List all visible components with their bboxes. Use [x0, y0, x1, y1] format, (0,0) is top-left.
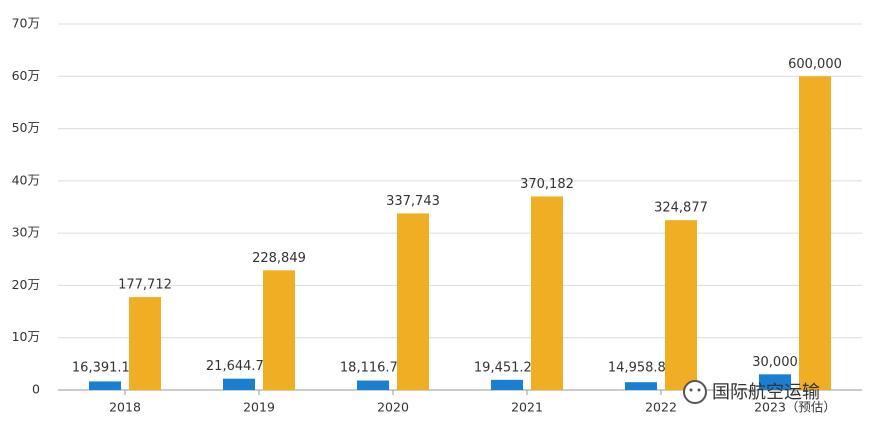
y-tick-label: 40万 — [12, 172, 40, 187]
value-label: 337,743 — [386, 194, 440, 209]
x-tick-label: 2018 — [109, 400, 141, 415]
bar — [491, 379, 523, 390]
bar — [223, 378, 255, 390]
bar — [397, 213, 429, 390]
bar — [799, 76, 831, 391]
bar — [759, 374, 791, 390]
value-label: 16,391.18 — [72, 361, 138, 376]
watermark-icon — [683, 380, 707, 404]
y-tick-label: 70万 — [12, 16, 40, 31]
bar — [531, 196, 563, 390]
value-label: 14,958.82 — [608, 361, 674, 376]
value-label: 21,644.78 — [206, 359, 272, 374]
x-tick-label: 2021 — [511, 400, 543, 415]
x-tick-label: 2023（预估） — [754, 400, 836, 415]
y-tick-label: 0 — [32, 382, 40, 397]
value-label: 30,000 — [752, 355, 798, 370]
y-tick-label: 50万 — [12, 120, 40, 135]
x-tick-label: 2019 — [243, 400, 275, 415]
bar — [357, 380, 389, 390]
y-tick-label: 20万 — [12, 277, 40, 292]
watermark: 国际航空运输 — [712, 382, 820, 403]
bar — [263, 270, 295, 390]
x-tick-label: 2022 — [645, 400, 677, 415]
y-tick-label: 10万 — [12, 329, 40, 344]
value-label: 324,877 — [654, 201, 708, 216]
value-label: 370,182 — [520, 177, 574, 192]
value-label: 19,451.22 — [474, 360, 540, 375]
value-label: 600,000 — [788, 57, 842, 72]
bar — [625, 382, 657, 390]
value-label: 18,116.72 — [340, 361, 406, 376]
bar — [665, 220, 697, 390]
bar — [89, 381, 121, 390]
x-tick-label: 2020 — [377, 400, 409, 415]
value-label: 177,712 — [118, 278, 172, 293]
value-label: 228,849 — [252, 251, 306, 266]
y-tick-label: 60万 — [12, 68, 40, 83]
y-tick-label: 30万 — [12, 225, 40, 240]
bar — [129, 297, 161, 390]
